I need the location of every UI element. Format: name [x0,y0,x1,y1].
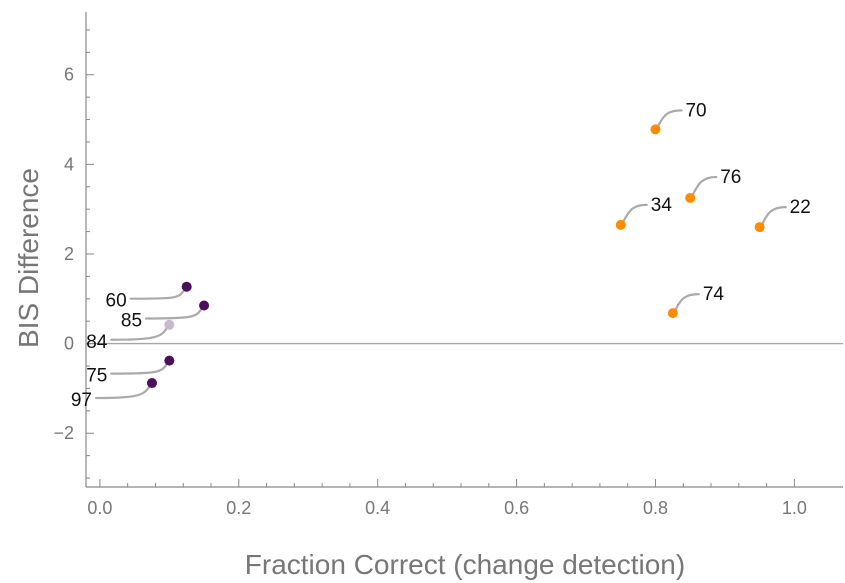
x-tick-label: 0.8 [643,498,668,518]
y-tick-label: −2 [53,423,74,443]
leader-line-34 [622,203,648,222]
point-label-34: 34 [651,195,673,216]
y-tick-label: 4 [64,154,74,174]
point-label-97: 97 [71,390,92,411]
y-axis-title: BIS Difference [13,168,44,348]
data-point-74 [667,308,678,319]
point-label-70: 70 [685,100,706,121]
y-tick-label: 2 [64,244,74,264]
axis-ticks: −2 0 2 4 6 0.0 0.2 0.4 0.6 0.8 1.0 [53,29,807,518]
leader-line-22 [761,205,787,225]
leader-line-76 [692,175,718,196]
x-tick-label: 0.2 [226,498,251,518]
label-leaders [94,109,787,400]
data-point-22 [754,222,765,233]
plot-frame [85,12,843,488]
data-point-76 [685,192,696,203]
x-axis-title: Fraction Correct (change detection) [245,549,685,580]
leader-line-85 [144,308,203,320]
data-point-70 [650,124,661,135]
point-label-60: 60 [106,291,127,312]
leader-line-84 [110,327,168,341]
leader-line-60 [129,289,185,300]
point-label-75: 75 [86,366,107,387]
leader-line-70 [657,109,683,127]
data-point-75 [164,355,175,366]
y-tick-label: 6 [64,65,74,85]
data-points [146,124,765,389]
y-tick-label: 0 [64,334,74,354]
x-tick-label: 0.4 [365,498,390,518]
point-label-85: 85 [121,311,142,332]
x-tick-label: 0.6 [504,498,529,518]
data-point-85 [199,300,210,311]
data-point-84 [164,319,175,330]
leader-line-75 [110,363,168,375]
leader-line-74 [674,293,700,311]
point-label-76: 76 [720,167,741,188]
data-point-34 [615,219,626,230]
data-point-60 [181,281,192,292]
leader-line-97 [94,385,151,400]
data-point-97 [146,378,157,389]
point-label-84: 84 [86,332,108,353]
x-tick-label: 0.0 [87,498,112,518]
point-label-74: 74 [703,284,725,305]
point-label-22: 22 [790,197,811,218]
x-tick-label: 1.0 [782,498,807,518]
